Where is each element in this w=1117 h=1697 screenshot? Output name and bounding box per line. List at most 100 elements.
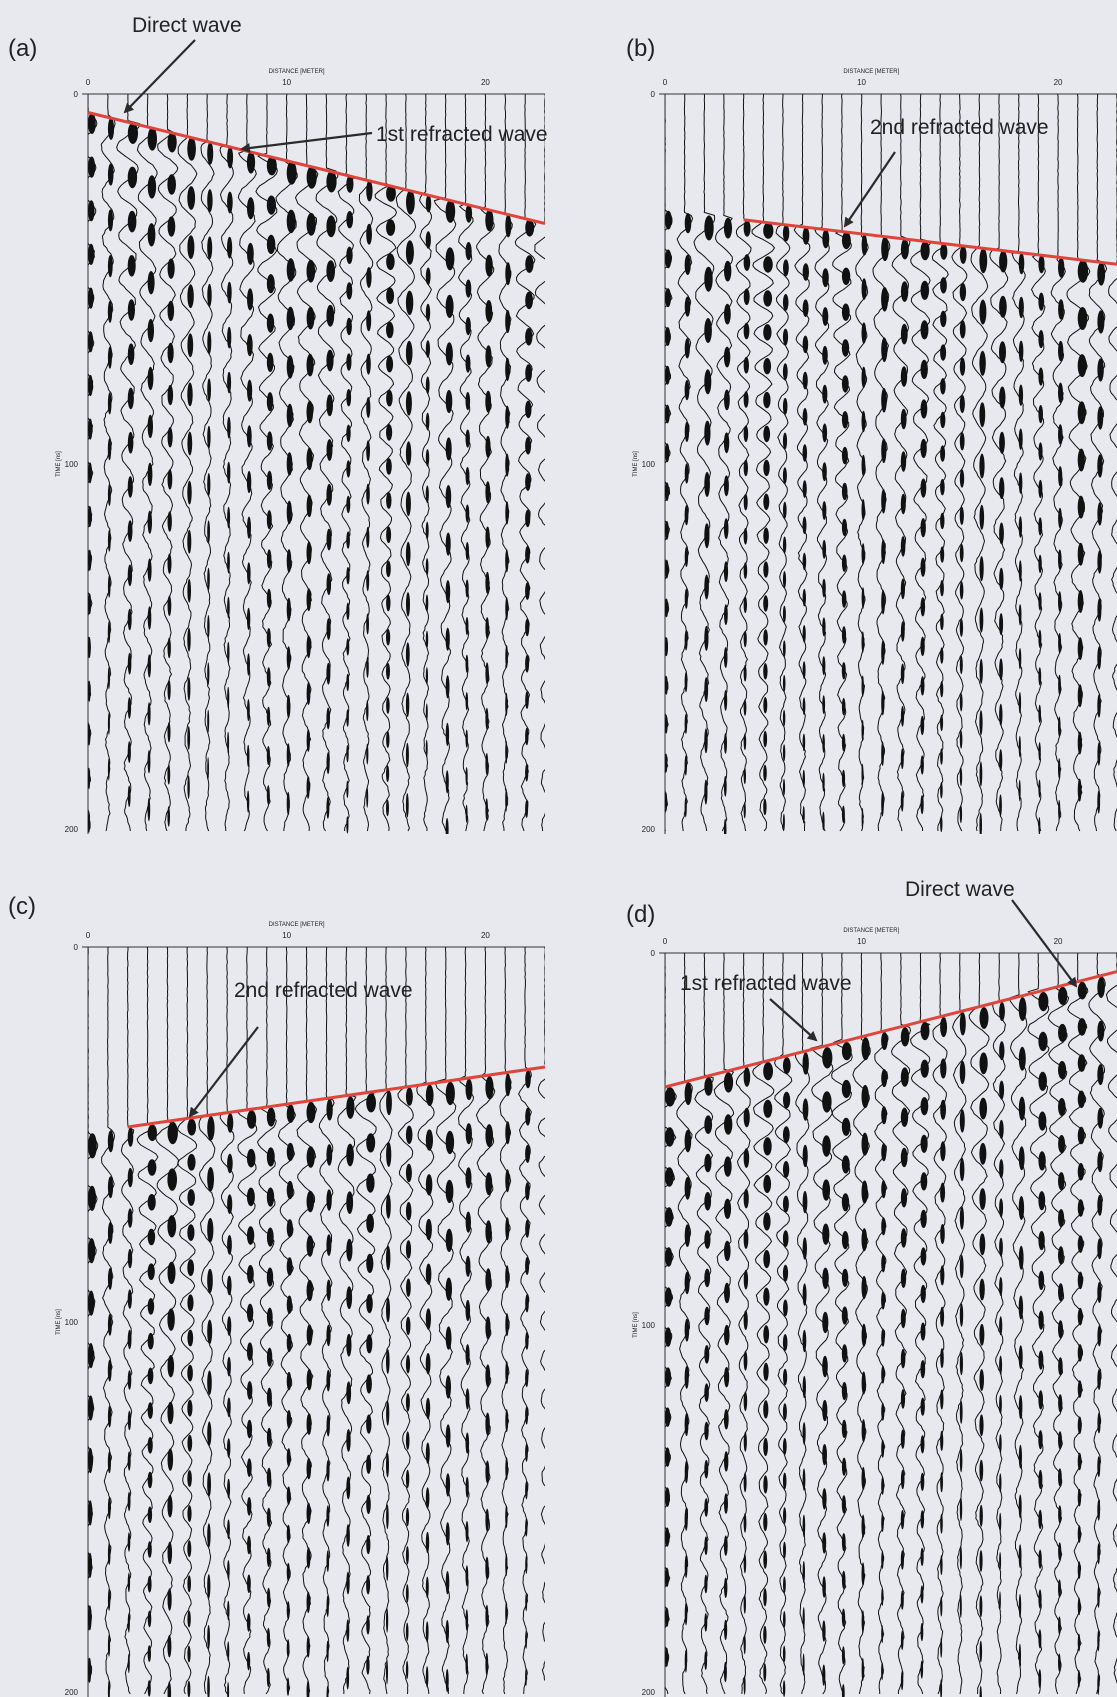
trace-lobe: [920, 1059, 929, 1078]
trace-lobe: [881, 1069, 888, 1088]
x-axis-title: DISTANCE [METER]: [269, 922, 325, 928]
trace-lobe: [684, 1649, 688, 1673]
trace-lobe: [1058, 1320, 1063, 1339]
trace-lobe: [802, 1468, 806, 1491]
trace-lobe: [525, 1107, 531, 1126]
trace-lobe: [704, 1077, 713, 1096]
trace-lobe: [920, 1660, 924, 1679]
trace-lobe: [881, 438, 887, 464]
trace-lobe: [425, 1621, 429, 1643]
trace: [416, 947, 435, 1695]
y-tick-label: 200: [65, 825, 79, 834]
trace-lobe: [861, 1228, 868, 1252]
trace-lobe: [187, 186, 196, 210]
trace-lobe: [227, 1113, 234, 1133]
trace-lobe: [326, 349, 334, 372]
trace-lobe: [266, 392, 274, 412]
trace-lobe: [227, 1560, 230, 1580]
trace-lobe: [425, 1576, 429, 1599]
trace-lobe: [445, 627, 450, 651]
trace-lobe: [920, 1134, 928, 1153]
trace-lobe: [127, 166, 138, 189]
trace-lobe: [246, 1419, 253, 1439]
trace-lobe: [782, 328, 789, 346]
trace-lobe: [525, 219, 535, 237]
trace-lobe: [1058, 591, 1062, 612]
trace-lobe: [841, 1495, 847, 1514]
trace-lobe: [306, 400, 314, 424]
trace-lobe: [743, 596, 747, 614]
trace-lobe: [525, 618, 530, 637]
trace-lobe: [1077, 1163, 1085, 1181]
trace-lobe: [665, 637, 668, 657]
trace: [713, 953, 735, 1695]
trace-lobe: [187, 529, 192, 554]
trace-lobe: [920, 755, 924, 775]
trace-lobe: [1077, 1561, 1081, 1579]
trace-lobe: [147, 1541, 152, 1558]
trace-lobe: [207, 1370, 212, 1395]
trace-lobe: [940, 714, 944, 732]
trace-lobe: [187, 1505, 192, 1522]
trace-lobe: [1018, 516, 1023, 538]
trace-lobe: [665, 714, 668, 734]
trace-lobe: [88, 1657, 92, 1683]
trace-lobe: [445, 247, 455, 271]
trace-lobe: [763, 798, 767, 816]
trace-lobe: [266, 588, 272, 608]
trace-lobe: [900, 1107, 909, 1128]
trace-lobe: [266, 274, 275, 294]
trace-lobe: [665, 1407, 671, 1427]
trace-lobe: [782, 1126, 790, 1144]
trace-lobe: [127, 1653, 130, 1674]
trace-lobe: [684, 1318, 690, 1342]
trace-lobe: [167, 1635, 172, 1658]
annotation-arrow: [1011, 899, 1078, 988]
trace-lobe: [743, 801, 746, 819]
trace-lobe: [1097, 310, 1105, 334]
trace-lobe: [723, 1156, 732, 1177]
trace-lobe: [366, 1655, 370, 1675]
trace-lobe: [743, 1351, 748, 1371]
trace-lobe: [684, 1176, 691, 1200]
trace-lobe: [107, 1680, 110, 1697]
trace-lobe: [1058, 1357, 1063, 1376]
trace-lobe: [665, 1327, 672, 1347]
trace-lobe: [405, 1622, 409, 1642]
trace-lobe: [1038, 1589, 1042, 1609]
trace-lobe: [841, 1231, 849, 1250]
trace-lobe: [127, 1329, 132, 1350]
trace-lobe: [743, 1553, 747, 1574]
trace-lobe: [704, 523, 710, 549]
trace-lobe: [107, 483, 111, 506]
trace-lobe: [266, 1627, 270, 1648]
trace-lobe: [266, 785, 270, 805]
trace-lobe: [763, 730, 768, 748]
trace-lobe: [246, 790, 250, 813]
trace-lobe: [881, 1143, 887, 1162]
trace-lobe: [900, 451, 907, 472]
trace-lobe: [1077, 307, 1088, 330]
trace-lobe: [247, 242, 254, 265]
trace: [1105, 953, 1117, 1684]
trace-lobe: [782, 1403, 787, 1421]
trace-lobe: [900, 791, 904, 812]
trace-lobe: [999, 386, 1006, 409]
trace: [318, 947, 335, 1695]
trace-lobe: [920, 1623, 924, 1642]
trace-lobe: [861, 234, 868, 256]
y-tick-label: 0: [651, 90, 656, 99]
trace-lobe: [684, 254, 691, 275]
trace-lobe: [920, 1322, 926, 1341]
trace-lobe: [763, 324, 772, 341]
trace-lobe: [386, 1297, 390, 1323]
trace-lobe: [959, 1254, 964, 1279]
trace-lobe: [861, 1180, 868, 1204]
trace-lobe: [465, 767, 468, 786]
trace-lobe: [246, 470, 252, 494]
trace-lobe: [1038, 817, 1041, 834]
trace-lobe: [405, 642, 410, 667]
trace-lobe: [485, 1604, 489, 1628]
trace-lobe: [465, 579, 469, 598]
